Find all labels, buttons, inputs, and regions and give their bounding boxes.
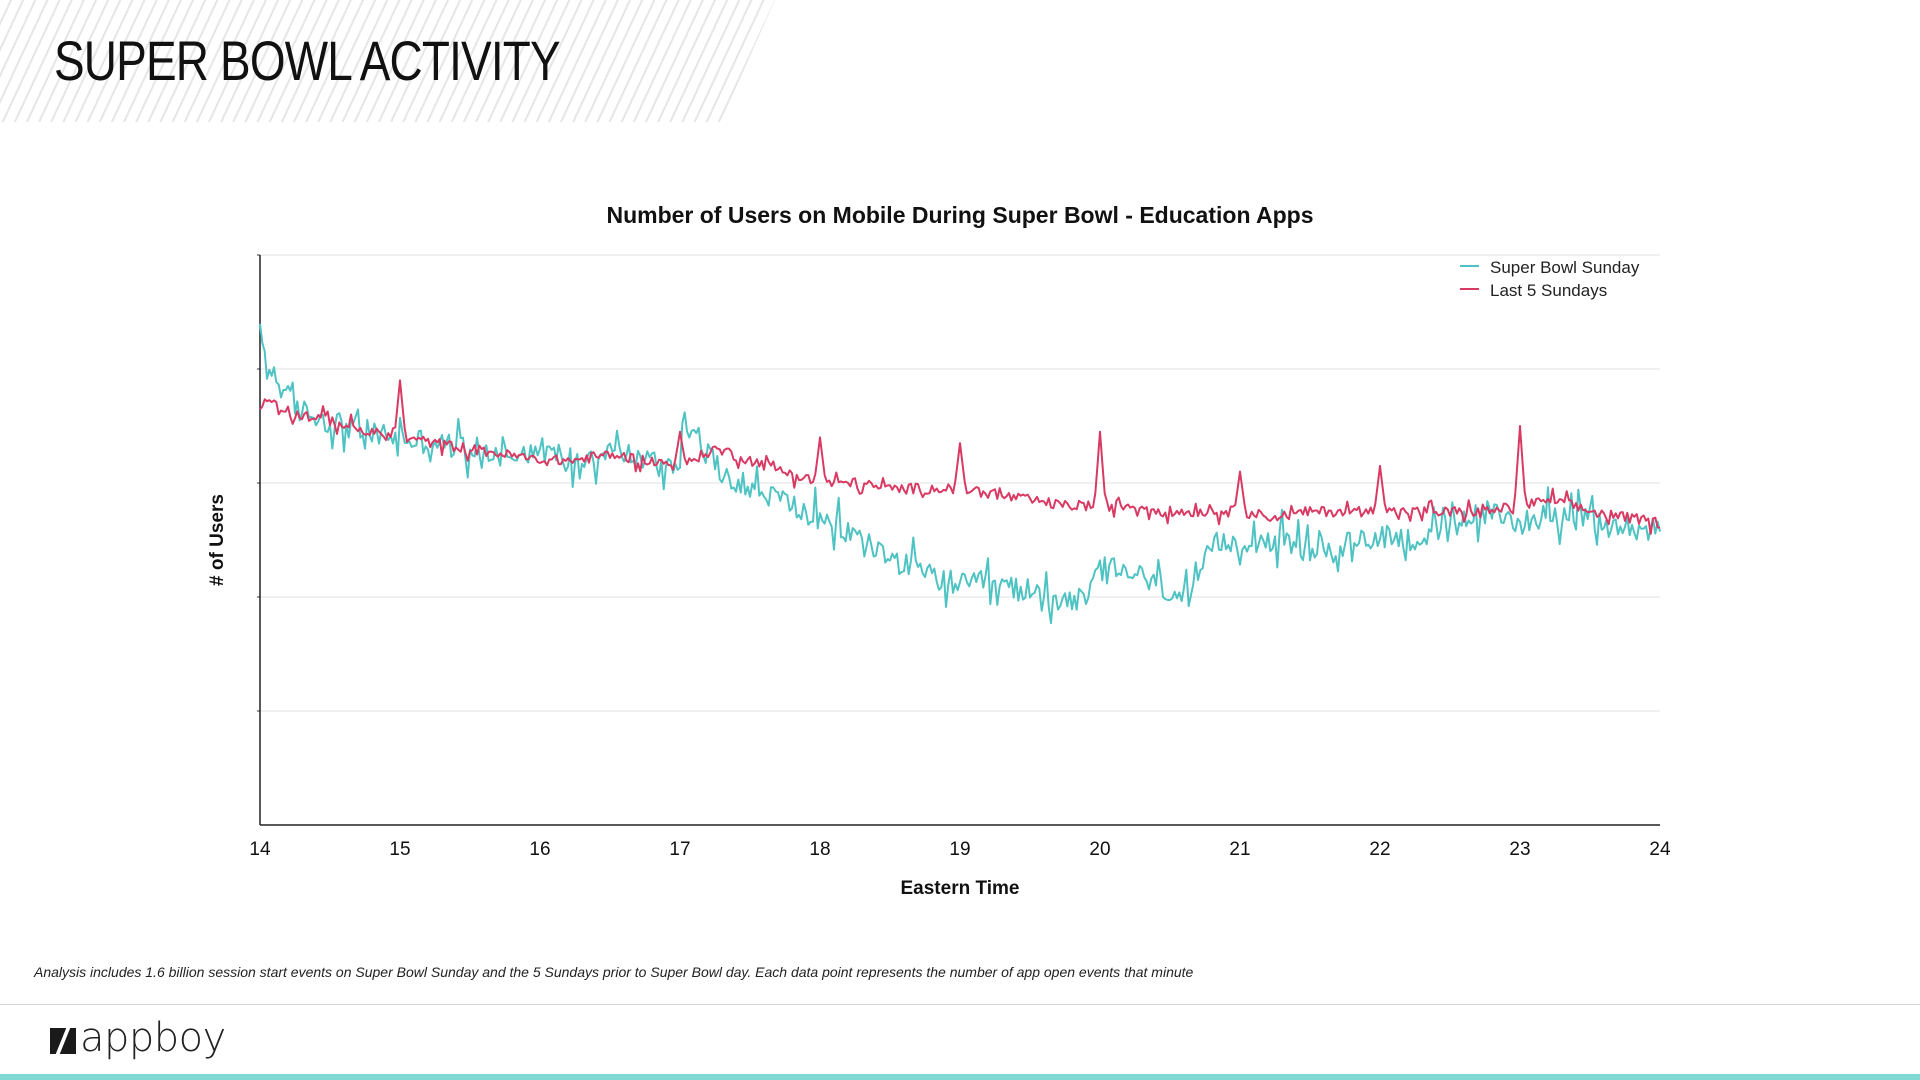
series-line-super-bowl-sunday xyxy=(259,323,1661,625)
x-tick-label: 16 xyxy=(529,839,550,860)
slide-title: SUPER BOWL ACTIVITY xyxy=(54,29,561,92)
axes xyxy=(259,255,1660,826)
chart-title: Number of Users on Mobile During Super B… xyxy=(606,202,1313,228)
x-axis-label: Eastern Time xyxy=(901,878,1020,899)
series-line-last-5-sundays xyxy=(259,379,1661,535)
x-axis-ticks: 14 15 16 17 18 19 20 21 22 23 24 xyxy=(249,839,1671,860)
x-tick-label: 18 xyxy=(809,839,830,860)
accent-bar xyxy=(0,1074,1920,1080)
footer-divider xyxy=(0,1004,1920,1005)
x-tick-label: 17 xyxy=(669,839,690,860)
legend: Super Bowl Sunday Last 5 Sundays xyxy=(1460,258,1640,300)
x-tick-label: 19 xyxy=(949,839,970,860)
x-tick-label: 21 xyxy=(1229,839,1250,860)
gridlines xyxy=(257,254,1660,712)
series-layer xyxy=(259,323,1661,625)
legend-label-last5: Last 5 Sundays xyxy=(1490,281,1607,300)
logo-text: appboy xyxy=(80,1015,226,1061)
x-tick-label: 24 xyxy=(1649,839,1671,860)
x-tick-label: 14 xyxy=(249,839,271,860)
legend-label-super-bowl: Super Bowl Sunday xyxy=(1490,258,1640,277)
x-tick-label: 15 xyxy=(389,839,410,860)
logo-mark-icon xyxy=(50,1028,76,1054)
title-band xyxy=(0,0,775,122)
footnote: Analysis includes 1.6 billion session st… xyxy=(34,964,1194,980)
y-axis-label: # of Users xyxy=(207,494,228,586)
x-tick-label: 23 xyxy=(1509,839,1530,860)
x-tick-label: 20 xyxy=(1089,839,1110,860)
x-tick-label: 22 xyxy=(1369,839,1390,860)
appboy-logo: appboy xyxy=(50,1018,226,1058)
